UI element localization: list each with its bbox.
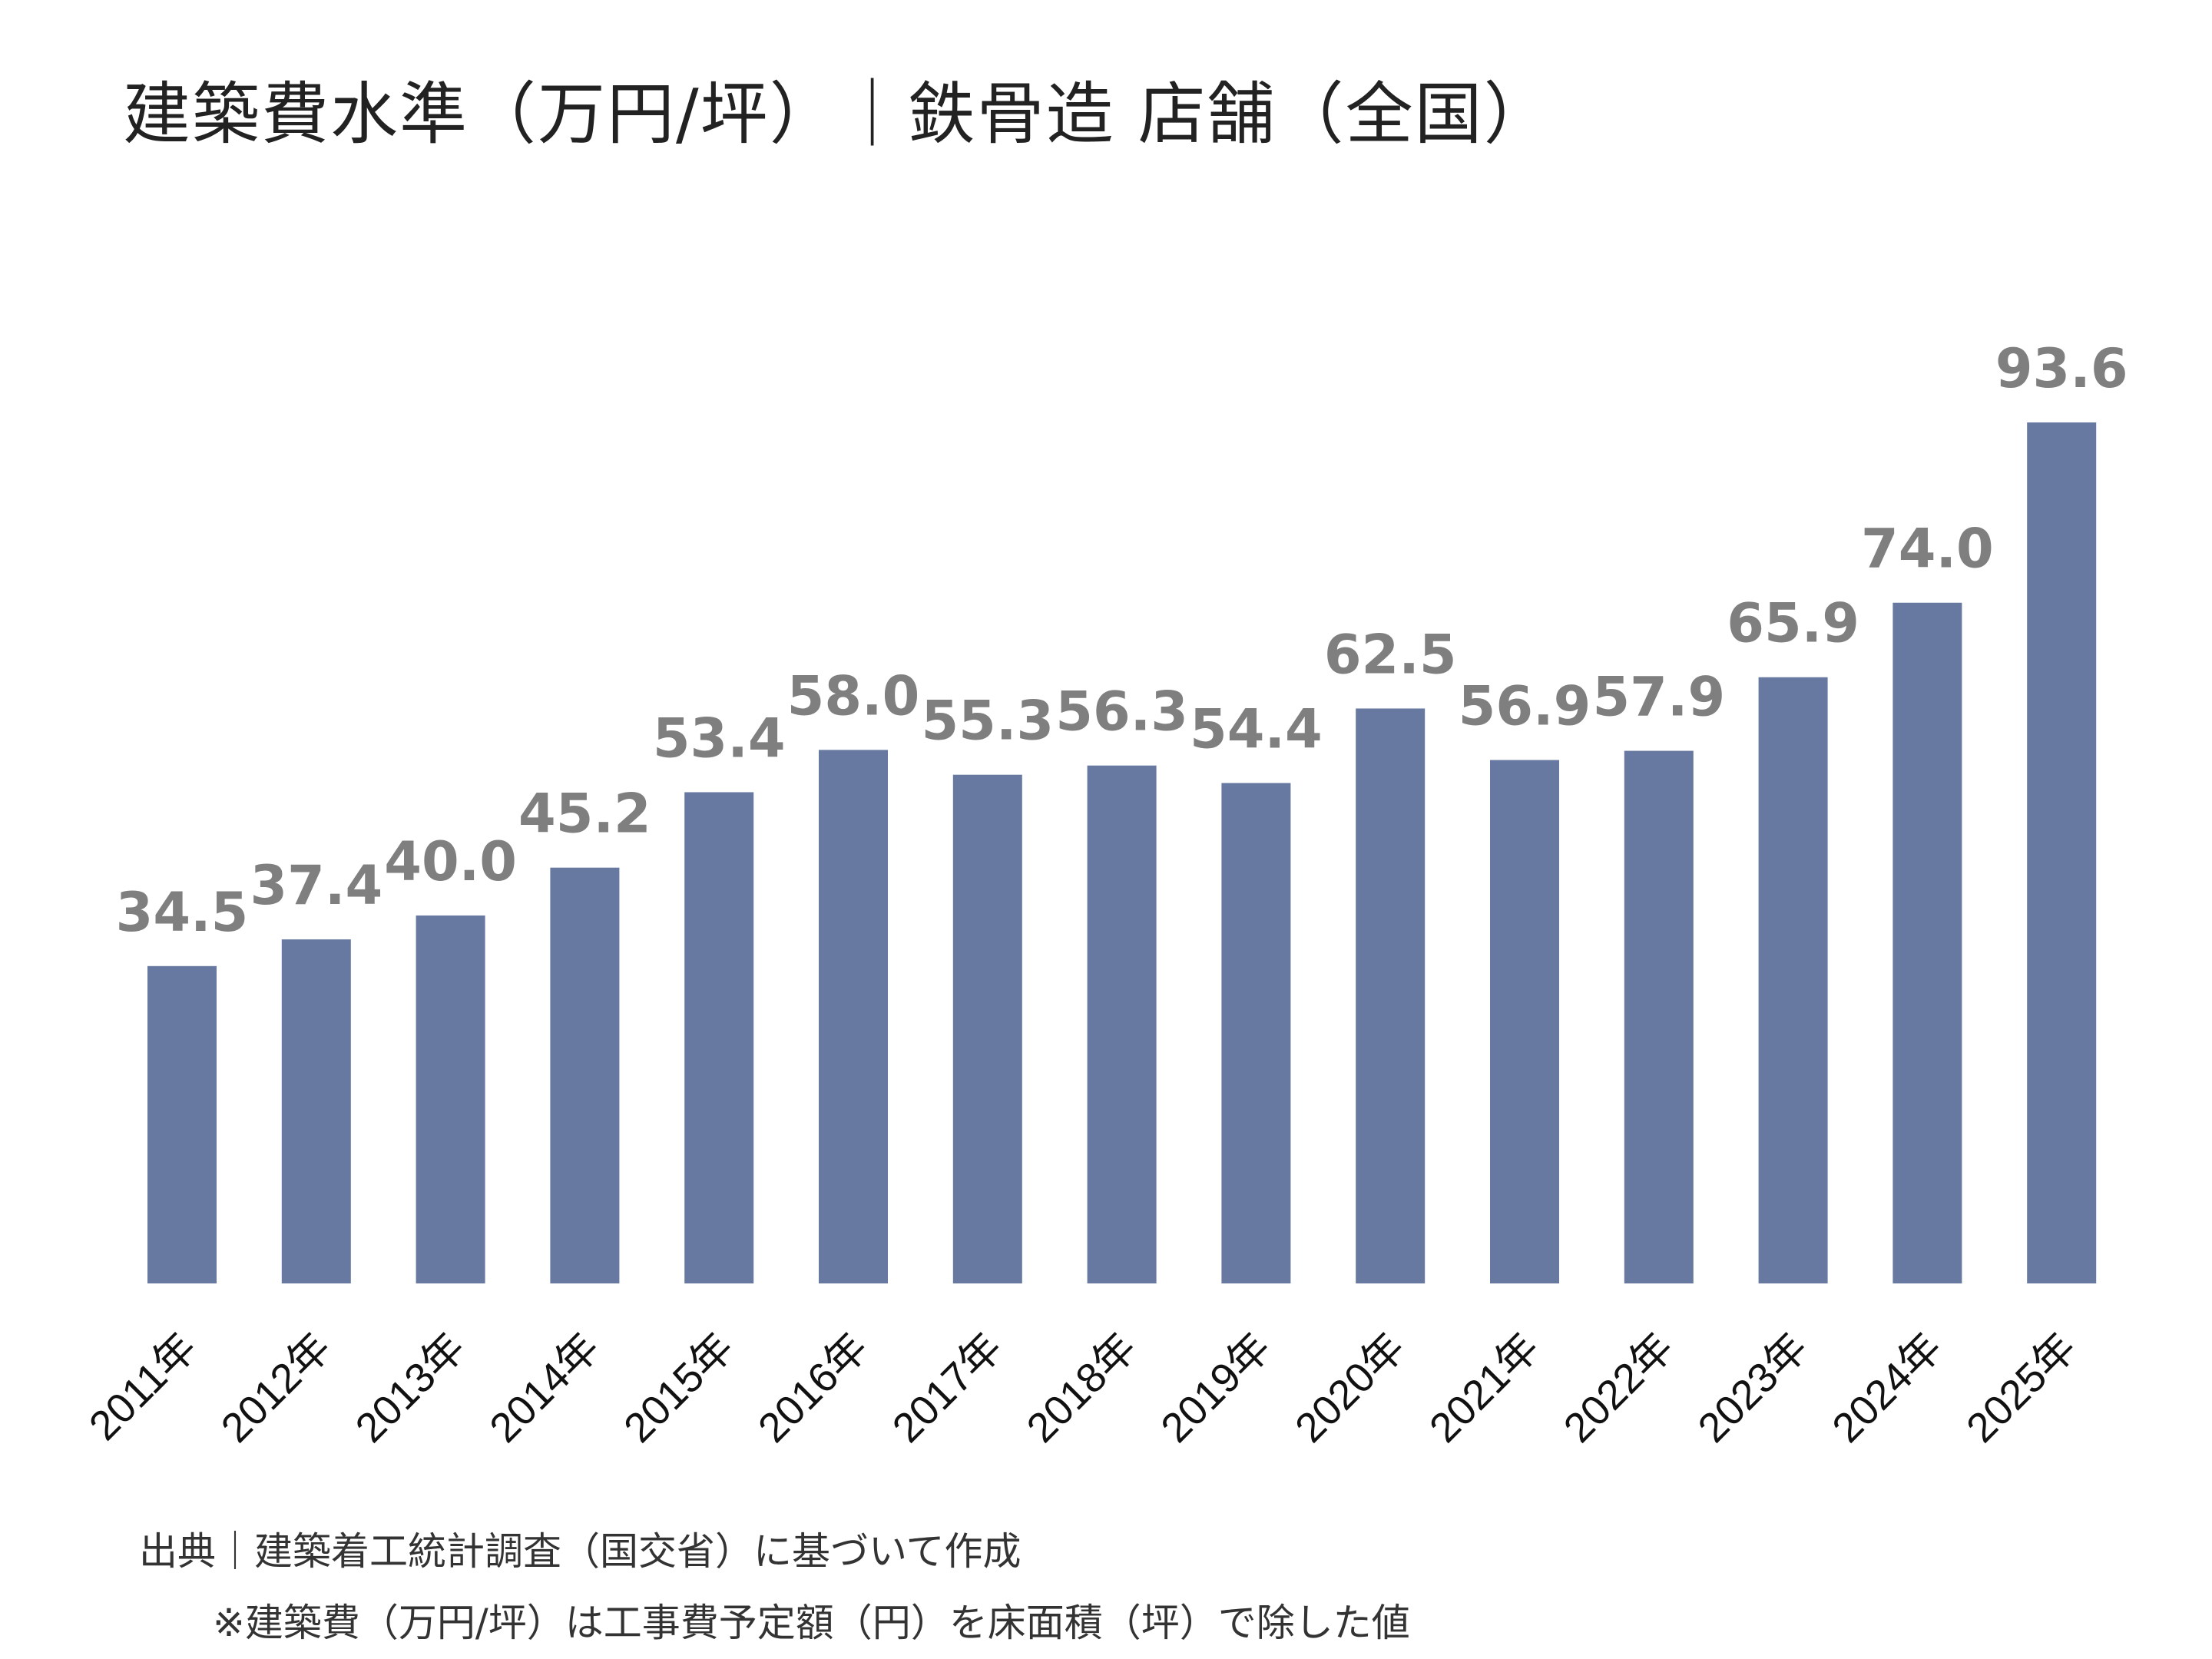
bar-2019年 — [1221, 783, 1291, 1283]
bar-2023年 — [1758, 677, 1828, 1283]
bar-2015年 — [684, 792, 754, 1283]
bar-2020年 — [1356, 708, 1426, 1283]
data-label: 34.5 — [116, 881, 249, 944]
data-label: 37.4 — [250, 854, 382, 917]
bar-2018年 — [1087, 765, 1157, 1283]
bar-2016年 — [819, 750, 888, 1283]
bar-2017年 — [952, 774, 1022, 1283]
x-tick-label: 2025年 — [1958, 1324, 2085, 1452]
source-note: 出典｜建築着工統計調査（国交省）に基づいて作成 — [139, 1529, 1022, 1574]
x-tick-label: 2019年 — [1152, 1324, 1280, 1452]
data-label: 74.0 — [1861, 518, 1994, 581]
x-tick-label: 2018年 — [1018, 1324, 1146, 1452]
bar-2013年 — [416, 915, 485, 1283]
x-tick-label: 2023年 — [1690, 1324, 1817, 1452]
data-label: 93.6 — [1995, 337, 2128, 400]
data-label: 56.3 — [1055, 680, 1188, 743]
data-label: 58.0 — [787, 664, 920, 727]
x-tick-label: 2012年 — [213, 1324, 340, 1452]
footnote: ※建築費（万円/坪）は工事費予定額（円）を床面積（坪）で除した値 — [213, 1601, 1410, 1645]
bar-2024年 — [1892, 602, 1962, 1283]
bar-2012年 — [281, 939, 351, 1283]
x-tick-label: 2013年 — [347, 1324, 475, 1452]
x-tick-label: 2017年 — [884, 1324, 1012, 1452]
bar-2022年 — [1624, 750, 1694, 1283]
data-label: 62.5 — [1324, 623, 1457, 686]
data-label: 53.4 — [653, 707, 786, 770]
bar-2011年 — [147, 965, 217, 1283]
bar-2025年 — [2027, 422, 2097, 1283]
bar-2021年 — [1490, 760, 1559, 1283]
data-label: 56.9 — [1459, 675, 1591, 738]
x-tick-label: 2011年 — [81, 1324, 206, 1449]
data-label: 65.9 — [1727, 592, 1859, 655]
x-tick-label: 2024年 — [1823, 1324, 1951, 1452]
x-tick-label: 2014年 — [481, 1324, 608, 1452]
data-label: 57.9 — [1592, 666, 1725, 729]
data-label: 45.2 — [518, 783, 651, 846]
data-label: 54.4 — [1190, 697, 1323, 760]
x-tick-label: 2016年 — [750, 1324, 877, 1452]
x-tick-label: 2022年 — [1555, 1324, 1683, 1452]
x-tick-label: 2020年 — [1286, 1324, 1414, 1452]
bar-2014年 — [550, 867, 620, 1283]
x-tick-label: 2021年 — [1421, 1324, 1548, 1452]
data-label: 55.3 — [921, 690, 1054, 753]
data-label: 40.0 — [384, 830, 517, 893]
x-tick-label: 2015年 — [615, 1324, 743, 1452]
chart-title: 建築費水準（万円/坪）｜鉄骨造 店舗（全国） — [123, 75, 1553, 154]
